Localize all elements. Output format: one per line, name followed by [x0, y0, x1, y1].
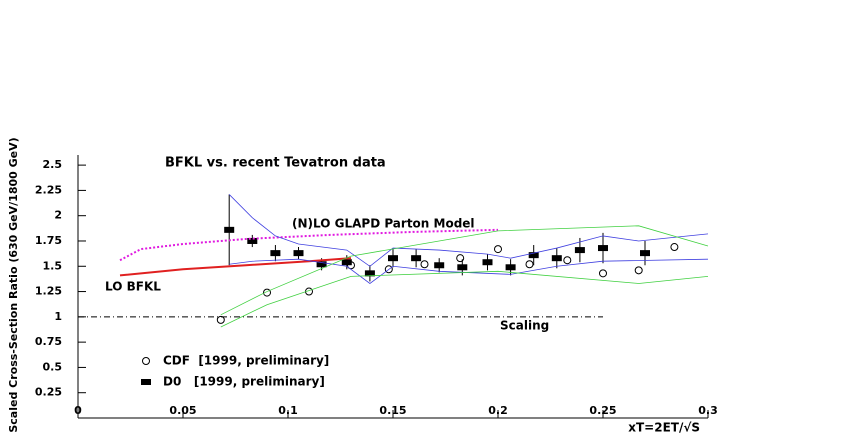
point [599, 269, 607, 278]
legend-marker [141, 379, 151, 385]
point [670, 243, 679, 252]
y-tick-label: 0.25 [35, 386, 62, 399]
point [341, 259, 352, 266]
point [420, 260, 429, 269]
y-tick-label: 0.75 [35, 335, 62, 348]
y-tick-label: 2.5 [43, 158, 63, 171]
point [528, 252, 539, 259]
point [434, 262, 445, 269]
legend-label: CDF [1999, preliminary] [163, 354, 329, 368]
point [640, 250, 650, 257]
y-tick-label: 1.5 [43, 259, 63, 272]
point [505, 264, 516, 271]
x-tick-label: 0 [74, 404, 82, 417]
point [270, 250, 281, 257]
point [563, 256, 572, 265]
y-tick-label: 1.25 [35, 285, 62, 298]
point [293, 250, 304, 257]
curve [119, 228, 499, 262]
x-axis-label: xT=2ET/√S [628, 421, 700, 435]
y-tick-label: 1.75 [35, 234, 62, 247]
x-tick-label: 0.1 [278, 404, 298, 417]
curve [229, 258, 709, 284]
annotation: Scaling [500, 319, 549, 333]
curve [220, 225, 709, 316]
point [574, 247, 585, 254]
y-tick-label: 2.25 [35, 183, 62, 196]
x-tick-label: 0.15 [379, 404, 406, 417]
annotation: (N)LO GLAPD Parton Model [292, 217, 475, 231]
point [247, 237, 258, 244]
curve [228, 194, 709, 267]
chart-title: BFKL vs. recent Tevatron data [165, 156, 386, 171]
curve [119, 257, 352, 277]
point [482, 259, 493, 266]
x-tick-label: 0.05 [169, 404, 196, 417]
x-tick-label: 0.25 [589, 404, 616, 417]
point [388, 255, 398, 262]
point [551, 255, 562, 262]
legend-label: D0 [1999, preliminary] [163, 375, 325, 389]
point [494, 245, 502, 254]
point [411, 255, 422, 262]
point [224, 226, 235, 233]
legend-marker [142, 357, 150, 365]
point [525, 260, 534, 269]
curve [220, 270, 709, 328]
point [364, 270, 375, 277]
x-tick-label: 0.3 [698, 404, 718, 417]
point [634, 266, 643, 275]
point [216, 315, 225, 324]
y-tick-label: 2 [54, 209, 62, 222]
point [598, 245, 608, 252]
point [316, 261, 327, 268]
y-axis-label: Scaled Cross-Section Ratio (630 GeV/1800… [7, 137, 20, 432]
y-tick-label: 0.5 [43, 360, 63, 373]
annotation: LO BFKL [105, 280, 161, 294]
point [457, 264, 468, 271]
y-tick-label: 1 [54, 310, 62, 323]
x-tick-label: 0.2 [488, 404, 508, 417]
